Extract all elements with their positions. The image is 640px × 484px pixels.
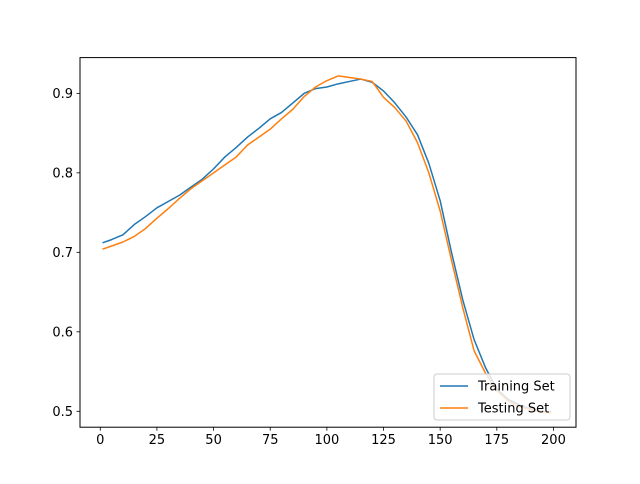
legend-label: Testing Set <box>477 402 549 417</box>
plot-area-frame <box>79 57 577 428</box>
series-testing-set <box>102 75 552 414</box>
y-tick-label: 0.9 <box>52 87 73 102</box>
y-tick-label: 0.5 <box>52 405 73 420</box>
y-tick-label: 0.7 <box>52 246 73 261</box>
y-tick-label: 0.6 <box>52 325 73 340</box>
x-tick-label: 0 <box>96 433 104 448</box>
series-training-set <box>102 78 552 413</box>
x-tick-label: 25 <box>149 433 166 448</box>
x-tick-label: 50 <box>205 433 222 448</box>
x-tick-label: 100 <box>314 433 339 448</box>
series-line <box>102 78 552 413</box>
x-tick-label: 75 <box>262 433 279 448</box>
x-tick-label: 125 <box>371 433 396 448</box>
series-line <box>102 75 552 414</box>
x-tick-label: 200 <box>541 433 566 448</box>
x-tick-label: 150 <box>428 433 453 448</box>
x-axis: 0 25 50 75 100 125 150 175 200 <box>96 427 566 448</box>
legend-label: Training Set <box>477 380 555 395</box>
y-axis: 0.5 0.6 0.7 0.8 0.9 <box>52 87 80 420</box>
y-tick-label: 0.8 <box>52 166 73 181</box>
series-layer <box>102 75 552 414</box>
legend: Training Set Testing Set <box>433 373 571 421</box>
x-tick-label: 175 <box>484 433 509 448</box>
